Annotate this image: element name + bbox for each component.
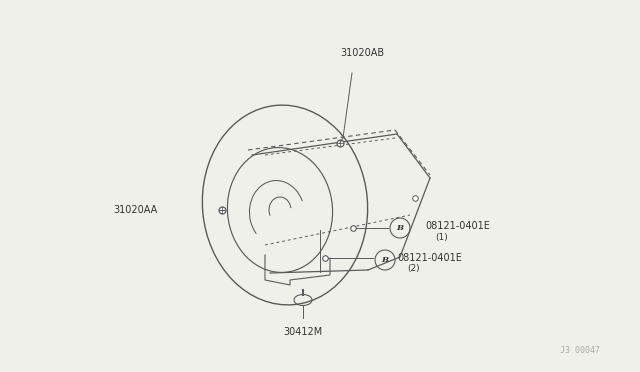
Text: (1): (1): [435, 232, 448, 241]
Text: 30412M: 30412M: [284, 327, 323, 337]
Text: (2): (2): [407, 264, 420, 273]
Text: 31020AA: 31020AA: [113, 205, 157, 215]
Text: 08121-0401E: 08121-0401E: [397, 253, 462, 263]
Text: B: B: [396, 224, 404, 232]
Text: 08121-0401E: 08121-0401E: [425, 221, 490, 231]
Text: J3 00047: J3 00047: [560, 346, 600, 355]
Text: B: B: [381, 256, 388, 264]
Text: 31020AB: 31020AB: [340, 48, 384, 58]
